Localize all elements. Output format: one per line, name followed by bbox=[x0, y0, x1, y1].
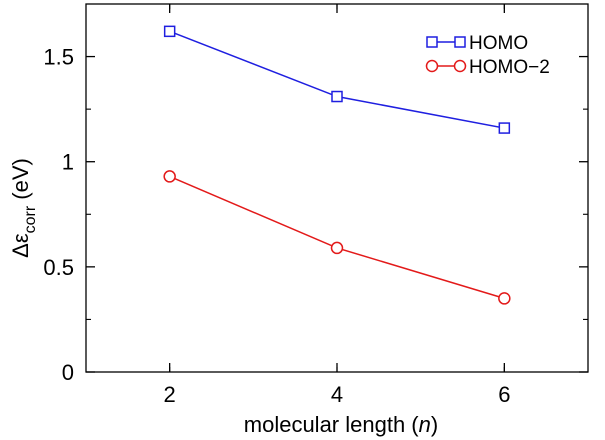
legend-marker-right-1 bbox=[454, 36, 466, 48]
legend-label-1: HOMO bbox=[469, 33, 528, 54]
legend-marker-left-1 bbox=[426, 36, 438, 48]
y-axis-label-delta: Δ bbox=[8, 243, 33, 258]
y-axis-label-epsilon: ε bbox=[8, 233, 33, 243]
legend-label-2: HOMO−2 bbox=[469, 57, 550, 78]
data-point-series-2 bbox=[163, 170, 176, 183]
data-point-series-1 bbox=[331, 90, 343, 103]
x-axis-label-var: n bbox=[419, 412, 431, 437]
x-axis-label-main: molecular length ( bbox=[244, 412, 420, 437]
series-line-1 bbox=[169, 30, 505, 129]
data-point-series-1 bbox=[498, 122, 511, 134]
y-tick-label: 1.5 bbox=[43, 45, 74, 70]
y-axis-label: Δεcorr (eV) bbox=[8, 158, 39, 258]
x-axis-label-close: ) bbox=[431, 412, 438, 437]
series-line-2 bbox=[169, 175, 505, 300]
x-tick-label: 2 bbox=[164, 382, 176, 407]
legend-marker-right-2 bbox=[453, 59, 467, 73]
x-tick-label: 6 bbox=[498, 382, 510, 407]
y-axis-label-subscript: corr bbox=[22, 205, 39, 233]
y-tick-label: 0 bbox=[62, 360, 74, 385]
data-point-series-1 bbox=[163, 25, 176, 38]
y-tick-label: 1 bbox=[62, 150, 74, 175]
x-axis-label: molecular length (n) bbox=[244, 412, 438, 437]
data-point-series-2 bbox=[330, 241, 344, 255]
data-point-series-2 bbox=[498, 292, 511, 305]
y-axis-label-unit: (eV) bbox=[8, 158, 33, 206]
legend-marker-left-2 bbox=[425, 59, 439, 73]
plot-marks: 0 0.5 1 1.5 2 4 6 HOMO HOMO−2 bbox=[43, 3, 589, 407]
y-tick-label: 0.5 bbox=[43, 255, 74, 280]
x-tick-label: 4 bbox=[331, 382, 343, 407]
